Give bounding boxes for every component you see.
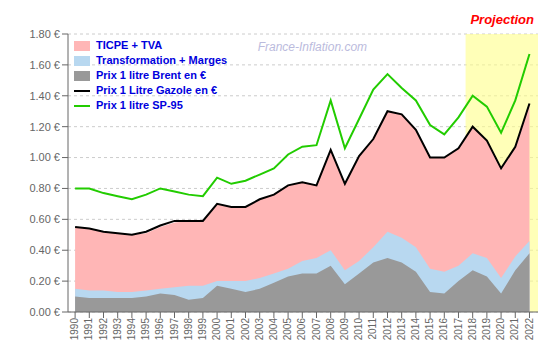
svg-text:0.60 €: 0.60 € [29,213,60,225]
svg-text:1990: 1990 [69,318,80,341]
svg-text:2015: 2015 [424,318,435,341]
svg-text:2016: 2016 [438,318,449,341]
svg-text:2007: 2007 [311,318,322,341]
svg-text:2012: 2012 [382,318,393,341]
svg-text:2005: 2005 [282,318,293,341]
svg-text:1996: 1996 [154,318,165,341]
svg-text:2003: 2003 [254,318,265,341]
svg-text:2009: 2009 [339,318,350,341]
svg-text:2011: 2011 [367,318,378,340]
svg-text:1992: 1992 [98,318,109,341]
svg-text:1993: 1993 [112,318,123,341]
html-text:Prix 1 litre Brent en €: Prix 1 litre Brent en € [96,69,206,81]
svg-text:2010: 2010 [353,318,364,341]
html-text:France-Inflation.com: France-Inflation.com [257,39,368,54]
svg-text:1995: 1995 [140,318,151,341]
svg-text:0.40 €: 0.40 € [29,244,60,256]
html-text:Transformation + Marges: Transformation + Marges [96,54,228,66]
svg-text:1998: 1998 [183,318,194,341]
svg-text:1.60 €: 1.60 € [29,59,60,71]
svg-text:2004: 2004 [268,318,279,341]
svg-text:2021: 2021 [509,318,520,341]
html-text:Prix 1 Litre Gazole en €: Prix 1 Litre Gazole en € [96,84,218,96]
svg-text:1991: 1991 [83,318,94,341]
svg-text:1.40 €: 1.40 € [29,90,60,102]
svg-text:0.00 €: 0.00 € [29,306,60,318]
svg-text:2017: 2017 [453,318,464,341]
svg-text:2001: 2001 [225,318,236,341]
svg-text:0.80 €: 0.80 € [29,182,60,194]
svg-text:1999: 1999 [197,318,208,341]
svg-text:2014: 2014 [410,318,421,341]
svg-text:2008: 2008 [325,318,336,341]
svg-text:0.20 €: 0.20 € [29,275,60,287]
svg-text:2006: 2006 [296,318,307,341]
svg-text:1.20 €: 1.20 € [29,121,60,133]
svg-text:2013: 2013 [396,318,407,341]
svg-text:1997: 1997 [169,318,180,341]
svg-text:1994: 1994 [126,318,137,341]
svg-text:2019: 2019 [481,318,492,341]
svg-text:2000: 2000 [211,318,222,341]
svg-text:1.80 €: 1.80 € [29,28,60,40]
html-text:Projection: Projection [470,12,534,27]
html-text:Prix 1 litre SP-95: Prix 1 litre SP-95 [96,99,183,111]
svg-text:2018: 2018 [467,318,478,341]
svg-text:2002: 2002 [240,318,251,341]
svg-text:2020: 2020 [495,318,506,341]
svg-text:1.00 €: 1.00 € [29,151,60,163]
svg-text:2022: 2022 [524,318,535,341]
html-text:TICPE + TVA: TICPE + TVA [96,39,163,51]
